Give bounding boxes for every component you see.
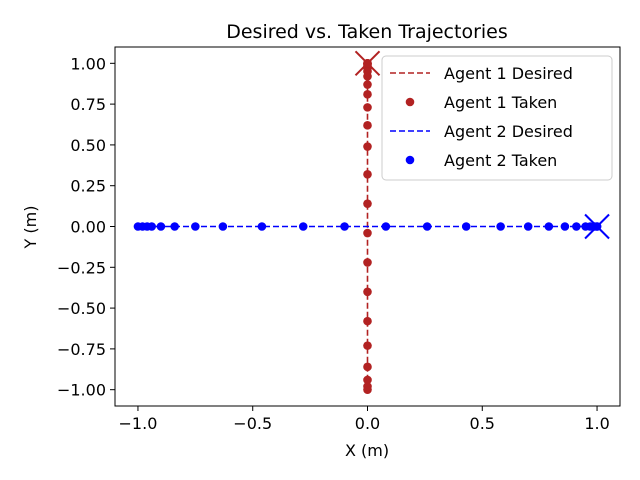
chart-title: Desired vs. Taken Trajectories [226, 21, 508, 43]
legend-item-agent-1-taken: Agent 1 Taken [405, 93, 557, 112]
agent-2-taken-point [298, 222, 308, 231]
legend-label: Agent 1 Taken [444, 93, 557, 112]
agent-1-taken-point [363, 80, 372, 89]
goal-marker-stroke [354, 50, 381, 77]
agent-1-taken-point [363, 316, 372, 326]
agent-1-taken-point [363, 287, 372, 297]
plot-area [133, 50, 610, 394]
agent-2-taken-point [381, 222, 391, 231]
agent-2-taken-point [560, 222, 570, 231]
agent-2-taken-point [218, 222, 228, 231]
goal-marker-agent-2 [584, 213, 610, 240]
agent-1-taken-point [363, 169, 372, 179]
agent-1-taken-point [363, 341, 372, 350]
y-tick-label: 0.75 [70, 95, 106, 114]
x-tick-label: −1.0 [119, 414, 158, 433]
agent-1-taken-point [363, 199, 372, 208]
agent-2-taken-point [147, 222, 157, 231]
agent-2-taken-point [156, 222, 166, 231]
x-tick-label: 1.0 [584, 414, 609, 433]
agent-2-taken-point [461, 222, 471, 231]
legend-label: Agent 2 Desired [444, 122, 573, 141]
y-tick-label: −1.00 [57, 381, 106, 400]
legend-marker-swatch [405, 155, 415, 165]
agent-2-taken-point [544, 222, 554, 231]
agent-1-taken-point [363, 103, 372, 112]
legend-box [381, 55, 613, 181]
x-tick-label: −0.5 [233, 414, 272, 433]
agent-1-taken-point [363, 121, 372, 130]
y-tick-label: 0.25 [70, 177, 106, 196]
agent-2-taken-point [496, 222, 505, 231]
agent-1-taken-point [363, 258, 372, 267]
legend-label: Agent 1 Desired [444, 64, 573, 83]
agent-2-taken-point [191, 222, 200, 231]
y-tick-label: −0.75 [57, 340, 106, 359]
y-tick-label: 0.00 [70, 218, 106, 237]
agent-2-taken-point [257, 222, 267, 231]
agent-2-taken-point [340, 222, 349, 231]
legend-label: Agent 2 Taken [444, 151, 557, 170]
y-tick-label: −0.50 [57, 299, 106, 318]
x-tick-label: 0.5 [470, 414, 495, 433]
legend-marker-swatch [405, 97, 415, 107]
agent-2-taken-point [170, 222, 179, 231]
legend-item-agent-2-desired: Agent 2 Desired [390, 122, 573, 141]
x-tick-label: 0.0 [355, 414, 380, 433]
y-axis-title: Y (m) [21, 206, 40, 250]
y-tick-label: −0.25 [57, 258, 106, 277]
agent-1-taken-point [363, 382, 372, 391]
agent-1-taken-point [363, 375, 372, 385]
goal-marker-stroke [584, 213, 610, 240]
y-tick-label: 1.00 [70, 54, 106, 73]
agent-2-taken-point [572, 222, 581, 231]
y-tick-label: 0.50 [70, 136, 106, 155]
agent-1-taken-point [363, 142, 372, 151]
legend-item-agent-2-taken: Agent 2 Taken [405, 151, 557, 170]
goal-marker-agent-1 [354, 50, 381, 77]
x-axis-title: X (m) [345, 441, 389, 460]
axes: −1.0 −0.5 0.0 0.5 1.0 1.00 0.75 0.50 0.25 0.00 −0.… [57, 46, 621, 433]
agent-2-taken-point [422, 222, 432, 231]
legend-item-agent-1-desired: Agent 1 Desired [390, 64, 573, 83]
agent-1-taken-point [363, 228, 372, 238]
agent-2-taken-point [523, 222, 533, 231]
agent-1-taken-point [363, 362, 372, 372]
legend: Agent 1 Desired Agent 1 Taken Agent 2 Desi… [381, 55, 613, 181]
agent-1-taken-point [363, 90, 372, 99]
